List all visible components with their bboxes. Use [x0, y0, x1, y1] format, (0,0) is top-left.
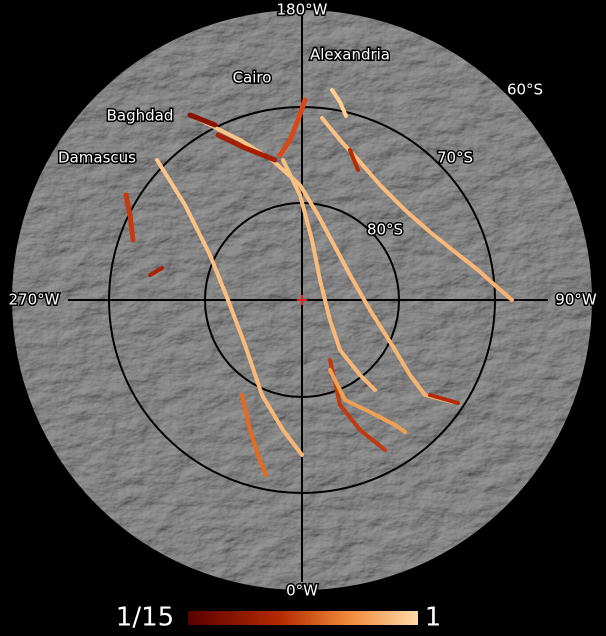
stripe — [148, 266, 164, 277]
latitude-label: 60°S — [507, 81, 543, 99]
colorbar-max-label: 1 — [425, 603, 442, 633]
meridian-label: 0°W — [286, 582, 318, 600]
colorbar — [188, 611, 418, 625]
latitude-label: 80°S — [367, 221, 403, 239]
stripe — [428, 393, 460, 405]
stripe — [240, 393, 268, 477]
stripe — [155, 158, 304, 457]
stripe — [348, 148, 360, 172]
colorbar-min-label: 1/15 — [116, 603, 174, 633]
stripe — [123, 192, 136, 243]
stripe — [215, 132, 278, 163]
tiger-stripes — [123, 88, 514, 477]
stripe — [328, 368, 407, 434]
stripe — [277, 97, 308, 158]
pole-marker — [297, 295, 307, 305]
stripe-label: Baghdad — [107, 107, 174, 125]
stripe — [281, 158, 377, 392]
stripe-label: Cairo — [233, 69, 272, 87]
stripe-label: Alexandria — [310, 46, 390, 64]
stripe-label: Damascus — [58, 149, 136, 167]
meridian-label: 180°W — [277, 1, 328, 19]
stripe — [188, 113, 454, 404]
stripe — [187, 112, 218, 128]
stripe — [330, 88, 348, 118]
latitude-label: 70°S — [437, 149, 473, 167]
meridian-label: 270°W — [9, 291, 60, 309]
meridian-label: 90°W — [555, 291, 597, 309]
